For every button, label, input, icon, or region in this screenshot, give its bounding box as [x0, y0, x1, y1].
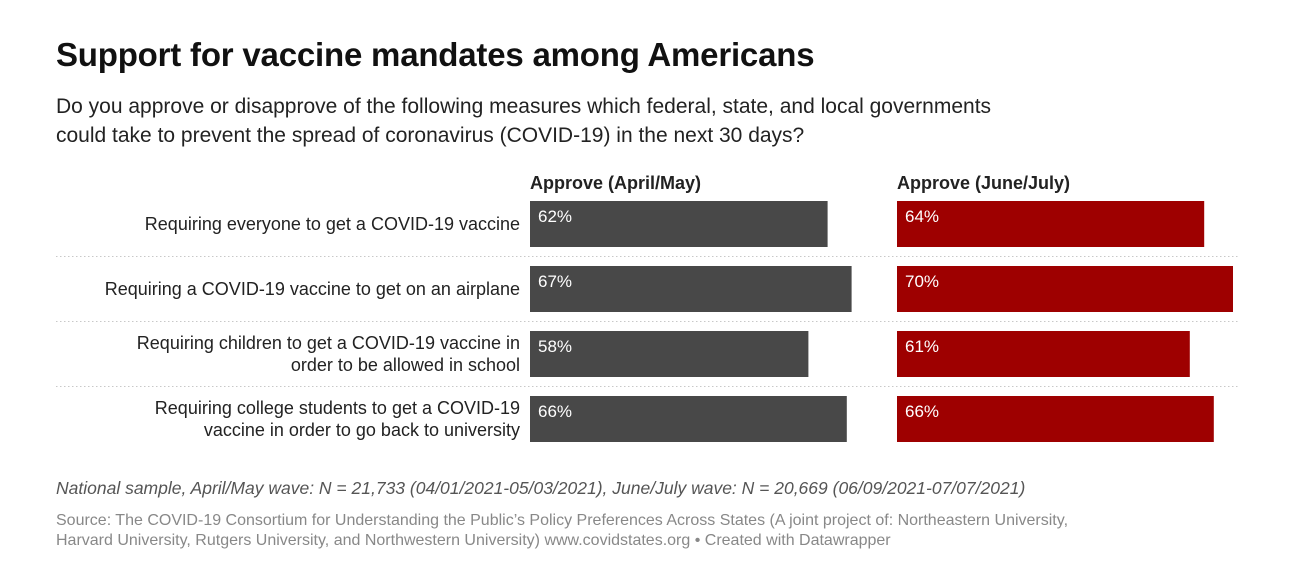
bar-chart: Approve (April/May) Approve (June/July) Re… — [56, 173, 1240, 442]
bar-series-2-row-1 — [897, 201, 1205, 247]
chart-title: Support for vaccine mandates among Ameri… — [56, 36, 815, 73]
source-line-1: Source: The COVID-19 Consortium for Unde… — [56, 512, 1069, 529]
bar-series-1-row-3 — [530, 331, 809, 377]
bar-series-2-row-3 — [897, 331, 1190, 377]
series-header-2: Approve (June/July) — [897, 173, 1070, 193]
value-label-series-2-row-4: 66% — [905, 402, 939, 421]
bar-series-2-row-4 — [897, 396, 1214, 442]
bar-series-1-row-4 — [530, 396, 847, 442]
category-label-1-line-1: Requiring everyone to get a COVID-19 vac… — [145, 214, 520, 234]
sample-note: National sample, April/May wave: N = 21,… — [56, 478, 1026, 498]
value-label-series-1-row-2: 67% — [538, 272, 572, 291]
value-label-series-2-row-2: 70% — [905, 272, 939, 291]
value-label-series-2-row-1: 64% — [905, 207, 939, 226]
source-line-2: Harvard University, Rutgers University, … — [56, 532, 891, 549]
category-label-4-line-1: Requiring college students to get a COVI… — [155, 398, 520, 418]
value-label-series-2-row-3: 61% — [905, 337, 939, 356]
category-label-3-line-2: order to be allowed in school — [291, 355, 520, 375]
value-label-series-1-row-1: 62% — [538, 207, 572, 226]
category-label-3-line-1: Requiring children to get a COVID-19 vac… — [137, 333, 520, 353]
bar-series-1-row-2 — [530, 266, 852, 312]
bar-series-2-row-2 — [897, 266, 1233, 312]
category-label-2-line-1: Requiring a COVID-19 vaccine to get on a… — [105, 279, 520, 299]
chart-subtitle-line-2: could take to prevent the spread of coro… — [56, 124, 805, 147]
bar-series-1-row-1 — [530, 201, 828, 247]
value-label-series-1-row-4: 66% — [538, 402, 572, 421]
series-header-1: Approve (April/May) — [530, 173, 701, 193]
category-label-4-line-2: vaccine in order to go back to universit… — [204, 420, 520, 440]
value-label-series-1-row-3: 58% — [538, 337, 572, 356]
chart-subtitle-line-1: Do you approve or disapprove of the foll… — [56, 95, 992, 118]
